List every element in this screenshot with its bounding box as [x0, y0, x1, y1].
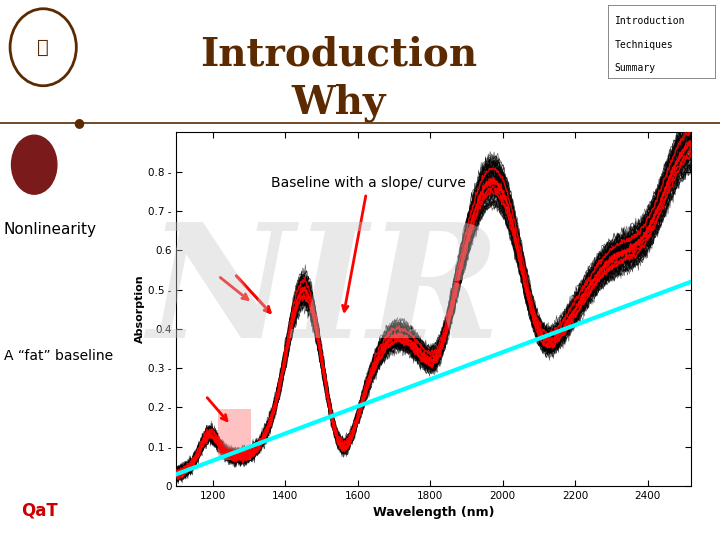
Text: Nonlinearity: Nonlinearity [4, 222, 96, 237]
Text: NIR: NIR [148, 217, 500, 372]
Text: Summary: Summary [615, 63, 656, 73]
X-axis label: Wavelength (nm): Wavelength (nm) [373, 507, 495, 519]
Text: Why: Why [291, 83, 386, 122]
Text: 🐎: 🐎 [37, 38, 49, 57]
Text: Introduction: Introduction [615, 16, 685, 26]
Text: A “fat” baseline: A “fat” baseline [4, 349, 113, 363]
Text: Techniques: Techniques [615, 40, 673, 50]
Text: Baseline with a slope/ curve: Baseline with a slope/ curve [271, 177, 466, 311]
Bar [218, 409, 251, 461]
Text: ●: ● [73, 116, 85, 129]
Circle shape [12, 135, 57, 194]
Text: QaT: QaT [21, 501, 58, 519]
Y-axis label: Absorption: Absorption [135, 275, 145, 343]
Text: Introduction: Introduction [200, 35, 477, 73]
